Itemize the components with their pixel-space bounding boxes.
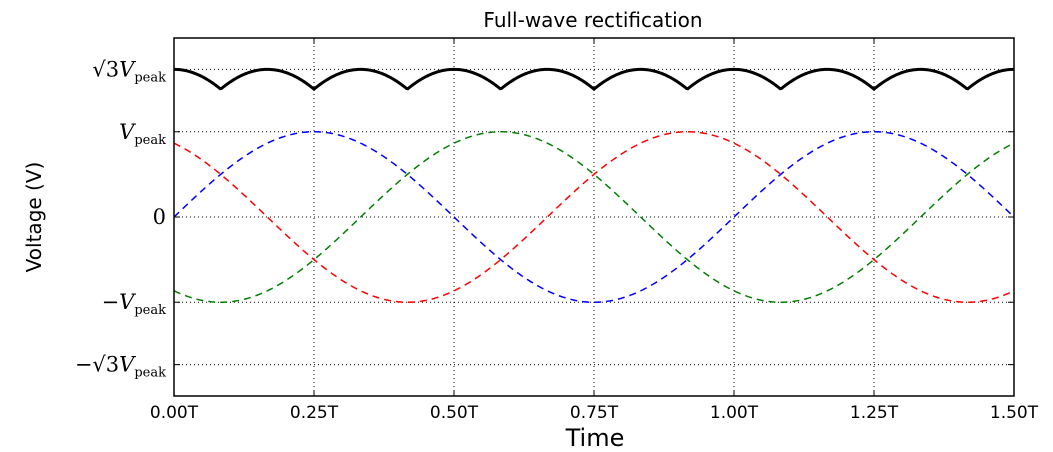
grid xyxy=(174,38,1014,396)
chart-title: Full-wave rectification xyxy=(483,8,702,32)
x-tick-label: 1.00T xyxy=(710,403,759,423)
x-tick-label: 0.00T xyxy=(150,403,199,423)
series-line-2 xyxy=(173,131,1015,303)
x-tick-label: 0.25T xyxy=(290,403,339,423)
y-tick-label: √3Vpeak xyxy=(92,57,166,85)
x-tick-label: 1.50T xyxy=(990,403,1039,423)
y-tick-label: −√3Vpeak xyxy=(75,353,166,381)
y-tick-label: Vpeak xyxy=(119,120,166,148)
y-tick-label: −Vpeak xyxy=(102,290,167,318)
x-tick-label: 1.25T xyxy=(850,403,899,423)
x-tick-label: 0.75T xyxy=(570,403,619,423)
series-group xyxy=(173,67,1015,303)
x-ticks: 0.00T 0.25T 0.50T 0.75T 1.00T 1.25T 1.50T xyxy=(150,38,1039,423)
x-tick-label: 0.50T xyxy=(430,403,479,423)
y-axis-label: Voltage (V) xyxy=(22,162,46,273)
y-tick-label: 0 xyxy=(153,205,166,229)
x-axis-label: Time xyxy=(565,424,625,452)
series-line-3 xyxy=(173,67,1015,92)
y-ticks: −√3Vpeak −Vpeak 0 Vpeak √3Vpeak xyxy=(75,57,1014,381)
